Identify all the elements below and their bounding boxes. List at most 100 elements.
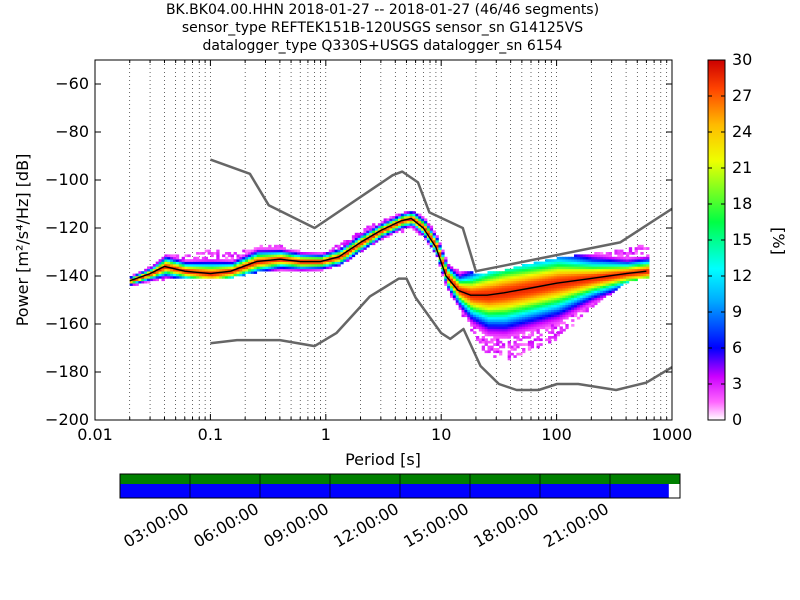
psd-cell (545, 292, 549, 296)
psd-cell (346, 244, 350, 248)
psd-cell (167, 268, 171, 272)
psd-cell (556, 307, 561, 310)
psd-cell (504, 314, 509, 318)
psd-cell (181, 259, 185, 262)
psd-cell (167, 259, 171, 262)
psd-cell (533, 312, 537, 315)
psd-cell (493, 319, 497, 322)
psd-cell (576, 268, 581, 272)
psd-cell (475, 285, 480, 289)
psd-cell (478, 304, 483, 308)
psd-cell (470, 276, 474, 279)
psd-cell (363, 244, 367, 248)
psd-cell (196, 259, 200, 262)
y-tick-label: −160 (45, 314, 89, 333)
psd-cell (470, 312, 474, 315)
psd-cell (550, 290, 555, 294)
psd-cell (562, 278, 566, 282)
psd-cell (519, 295, 523, 298)
psd-cell (574, 283, 578, 286)
psd-cell (542, 271, 546, 274)
psd-cell (496, 333, 500, 337)
psd-cell (487, 288, 491, 291)
psd-cell (556, 321, 561, 325)
psd-cell (377, 235, 382, 238)
psd-cell (614, 252, 618, 255)
psd-cell (285, 264, 289, 267)
psd-cell (550, 266, 555, 270)
psd-cell (530, 297, 535, 301)
psd-cell (429, 237, 434, 241)
psd-cell (478, 338, 483, 342)
psd-cell (481, 302, 485, 306)
psd-cell (187, 259, 191, 262)
psd-cell (574, 304, 578, 308)
psd-cell (447, 266, 451, 270)
psd-cell (222, 266, 226, 270)
psd-cell (530, 304, 535, 308)
psd-cell (634, 278, 638, 282)
psd-cell (620, 261, 624, 265)
psd-cell (539, 283, 543, 286)
psd-cell (582, 266, 586, 270)
psd-cell (542, 292, 546, 296)
psd-cell (449, 295, 454, 298)
psd-cell (253, 254, 258, 258)
psd-cell (553, 312, 558, 315)
psd-cell (337, 256, 341, 260)
psd-cell (481, 321, 485, 325)
psd-cell (625, 278, 630, 282)
psd-cell (473, 278, 477, 282)
psd-cell (542, 278, 546, 282)
psd-cell (548, 336, 552, 339)
psd-cell (522, 283, 526, 286)
psd-cell (245, 256, 249, 260)
psd-cell (256, 256, 260, 260)
psd-cell (248, 259, 252, 262)
psd-cell (308, 268, 312, 272)
psd-cell (499, 345, 503, 349)
psd-cell (597, 278, 601, 282)
psd-cell (487, 295, 491, 298)
psd-cell (507, 326, 511, 330)
psd-cell (559, 326, 563, 330)
psd-cell (545, 266, 549, 270)
psd-cell (222, 268, 226, 272)
psd-cell (250, 252, 255, 255)
x-axis: 0.01 0.1 1 10 100 1000 (77, 60, 692, 444)
psd-cell (530, 295, 535, 298)
psd-cell (187, 276, 191, 279)
psd-cell (389, 218, 393, 222)
psd-cell (568, 312, 572, 315)
psd-cell (395, 218, 399, 222)
psd-cell (245, 249, 249, 253)
psd-cell (256, 249, 260, 253)
psd-cell (504, 300, 509, 303)
psd-cell (282, 256, 286, 260)
psd-cell (530, 300, 535, 303)
psd-cell (444, 283, 448, 286)
psd-cell (524, 264, 529, 267)
psd-cell (522, 321, 526, 325)
psd-cell (556, 297, 561, 301)
psd-cell (591, 266, 595, 270)
psd-cell (204, 259, 209, 262)
psd-cell (161, 268, 165, 272)
psd-cell (475, 326, 480, 330)
psd-cell (357, 249, 361, 253)
psd-cell (354, 242, 359, 246)
psd-cell (250, 271, 255, 274)
psd-cell (484, 333, 488, 337)
psd-cell (599, 266, 604, 270)
psd-cell (173, 273, 177, 277)
psd-cell (548, 314, 552, 318)
psd-cell (582, 283, 586, 286)
psd-cell (568, 278, 572, 282)
psd-cell (170, 271, 174, 274)
psd-cell (490, 307, 494, 310)
psd-cell (620, 252, 624, 255)
psd-cell (501, 326, 506, 330)
psd-cell (155, 271, 159, 274)
psd-cell (536, 314, 540, 318)
chart-title-line-3: datalogger_type Q330S+USGS datalogger_sn… (202, 38, 563, 54)
